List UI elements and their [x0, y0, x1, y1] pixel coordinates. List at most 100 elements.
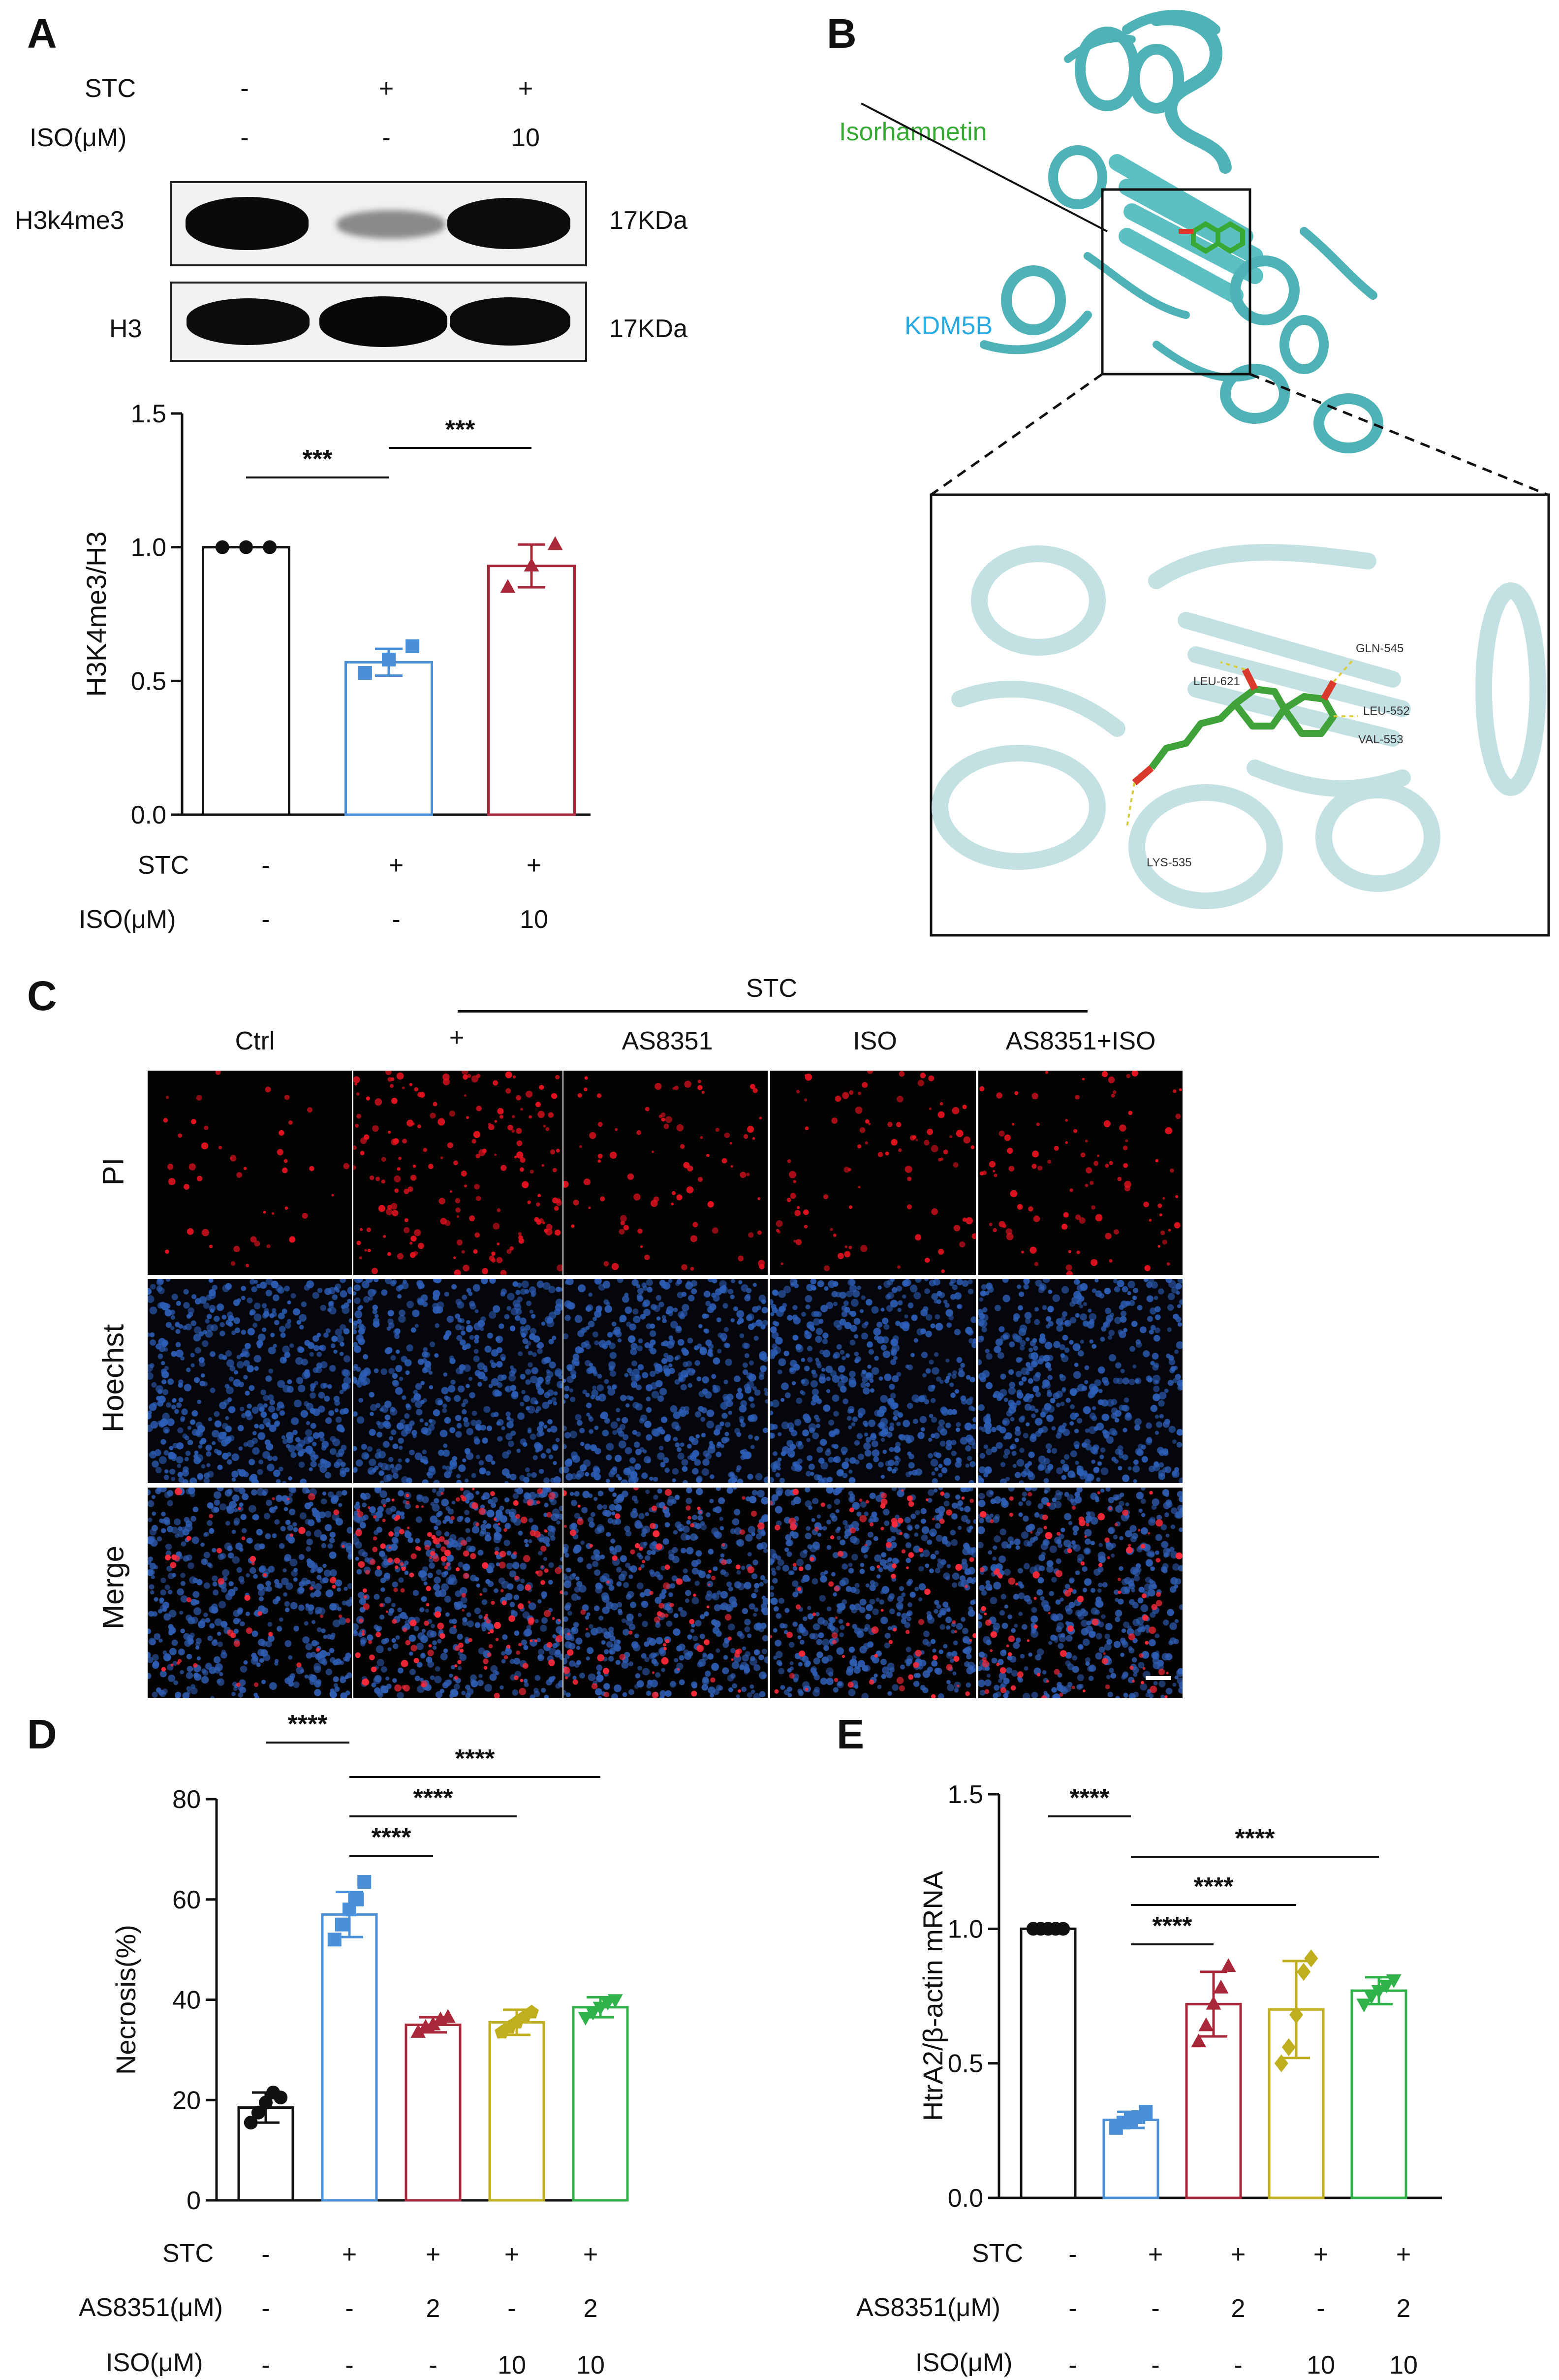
condition-value: 2	[426, 2294, 440, 2323]
condition-value: -	[345, 2350, 353, 2380]
blot-band	[450, 297, 570, 346]
condition-value: -	[261, 2350, 270, 2380]
blot-condition: +	[379, 74, 394, 103]
chart-e-row-label: AS8351(μM)	[856, 2293, 1000, 2322]
micrograph	[978, 1488, 1183, 1698]
condition-value: -	[507, 2294, 516, 2323]
bar	[406, 2025, 460, 2200]
blot-condition: -	[240, 123, 249, 153]
data-point	[1214, 1980, 1229, 1994]
data-point	[524, 558, 539, 571]
micrograph	[978, 1071, 1183, 1275]
chart-a-condition: 10	[520, 905, 548, 934]
y-axis-label: Necrosis(%)	[110, 1925, 141, 2075]
data-point	[1198, 2017, 1214, 2031]
condition-value: +	[1148, 2240, 1163, 2269]
y-tick-label: 0.5	[948, 2050, 983, 2078]
chart-a-condition: -	[392, 905, 400, 934]
condition-value: -	[1151, 2350, 1159, 2380]
condition-value: -	[1316, 2294, 1325, 2323]
data-point	[382, 653, 396, 666]
stc-group-line	[458, 1010, 1088, 1013]
micrograph	[563, 1071, 768, 1275]
bar	[322, 1914, 376, 2200]
blot-size-h3: 17KDa	[609, 314, 687, 344]
y-tick-label: 0.0	[131, 801, 166, 829]
chart-a-row-label-iso: ISO(μM)	[79, 905, 176, 934]
y-tick-label: 60	[172, 1886, 201, 1914]
data-point	[525, 2005, 539, 2019]
condition-value: 10	[1389, 2350, 1418, 2380]
data-point	[1221, 1958, 1236, 1972]
blot-condition: +	[518, 74, 533, 103]
y-axis-label: HtrA2/β-actin mRNA	[917, 1871, 948, 2121]
data-point	[548, 536, 563, 550]
data-point	[1304, 1949, 1318, 1967]
condition-value: +	[504, 2240, 519, 2269]
micrograph	[353, 1071, 562, 1275]
condition-value: -	[345, 2294, 353, 2323]
row-label-merge: Merge	[96, 1546, 130, 1629]
data-point	[263, 540, 277, 554]
chart-a-condition: -	[261, 905, 270, 934]
condition-value: +	[342, 2240, 357, 2269]
docking-structure: LEU-621 GLN-545 LEU-552 VAL-553 LYS-535	[812, 0, 1550, 945]
residue-label: VAL-553	[1358, 733, 1403, 746]
bar	[490, 2022, 544, 2200]
column-label-as8351-iso: AS8351+ISO	[1006, 1026, 1156, 1056]
data-point	[1356, 1999, 1372, 2012]
data-point	[500, 579, 515, 593]
micrograph	[148, 1488, 352, 1698]
significance-label: ***	[445, 415, 475, 444]
significance-label: ****	[1235, 1824, 1276, 1853]
data-point	[405, 639, 419, 653]
micrograph	[563, 1279, 768, 1483]
condition-value: +	[1231, 2240, 1246, 2269]
micrograph	[770, 1279, 976, 1483]
blot-condition: -	[240, 74, 249, 103]
data-point	[328, 1933, 342, 1946]
y-tick-label: 1.5	[948, 1780, 983, 1809]
condition-value: 2	[584, 2294, 598, 2323]
micrograph	[770, 1488, 976, 1698]
row-label-hoechst: Hoechst	[96, 1324, 130, 1432]
condition-value: -	[1151, 2294, 1159, 2323]
blot-band	[319, 296, 447, 347]
blot-size-h3k4me3: 17KDa	[609, 206, 687, 235]
bar	[346, 662, 432, 815]
y-tick-label: 0.5	[131, 667, 166, 696]
significance-label: ****	[1194, 1872, 1234, 1901]
residue-label: LEU-552	[1363, 704, 1410, 718]
micrograph	[148, 1071, 352, 1275]
bar	[1021, 1929, 1075, 2198]
column-label-as8351: AS8351	[622, 1026, 713, 1056]
y-tick-label: 20	[172, 2086, 201, 2115]
data-point	[1206, 1996, 1221, 2010]
condition-value: -	[1068, 2350, 1077, 2380]
chart-d-row-label: STC	[162, 2239, 214, 2268]
condition-value: -	[261, 2294, 270, 2323]
blot-row-label-iso: ISO(μM)	[30, 123, 127, 153]
micrograph	[353, 1488, 562, 1698]
panel-label-a: A	[27, 10, 57, 58]
zoom-line-right	[1250, 374, 1548, 495]
micrograph	[353, 1279, 562, 1483]
y-axis-label: H3K4me3/H3	[81, 531, 112, 697]
condition-value: -	[1068, 2240, 1077, 2269]
y-tick-label: 80	[172, 1785, 201, 1814]
scale-bar	[1146, 1676, 1171, 1680]
blot-label-h3k4me3: H3k4me3	[15, 206, 125, 235]
chart-e-row-label: ISO(μM)	[915, 2348, 1013, 2378]
significance-label: ****	[455, 1745, 496, 1773]
column-label-stc: +	[449, 1023, 464, 1052]
micrograph	[770, 1071, 976, 1275]
blot-row-label-stc: STC	[85, 74, 136, 103]
blot-condition: -	[382, 123, 390, 153]
data-point	[274, 2091, 287, 2104]
chart-a-condition: +	[389, 851, 404, 880]
blot-band	[447, 198, 570, 249]
data-point	[239, 540, 253, 554]
condition-value: +	[1313, 2240, 1328, 2269]
